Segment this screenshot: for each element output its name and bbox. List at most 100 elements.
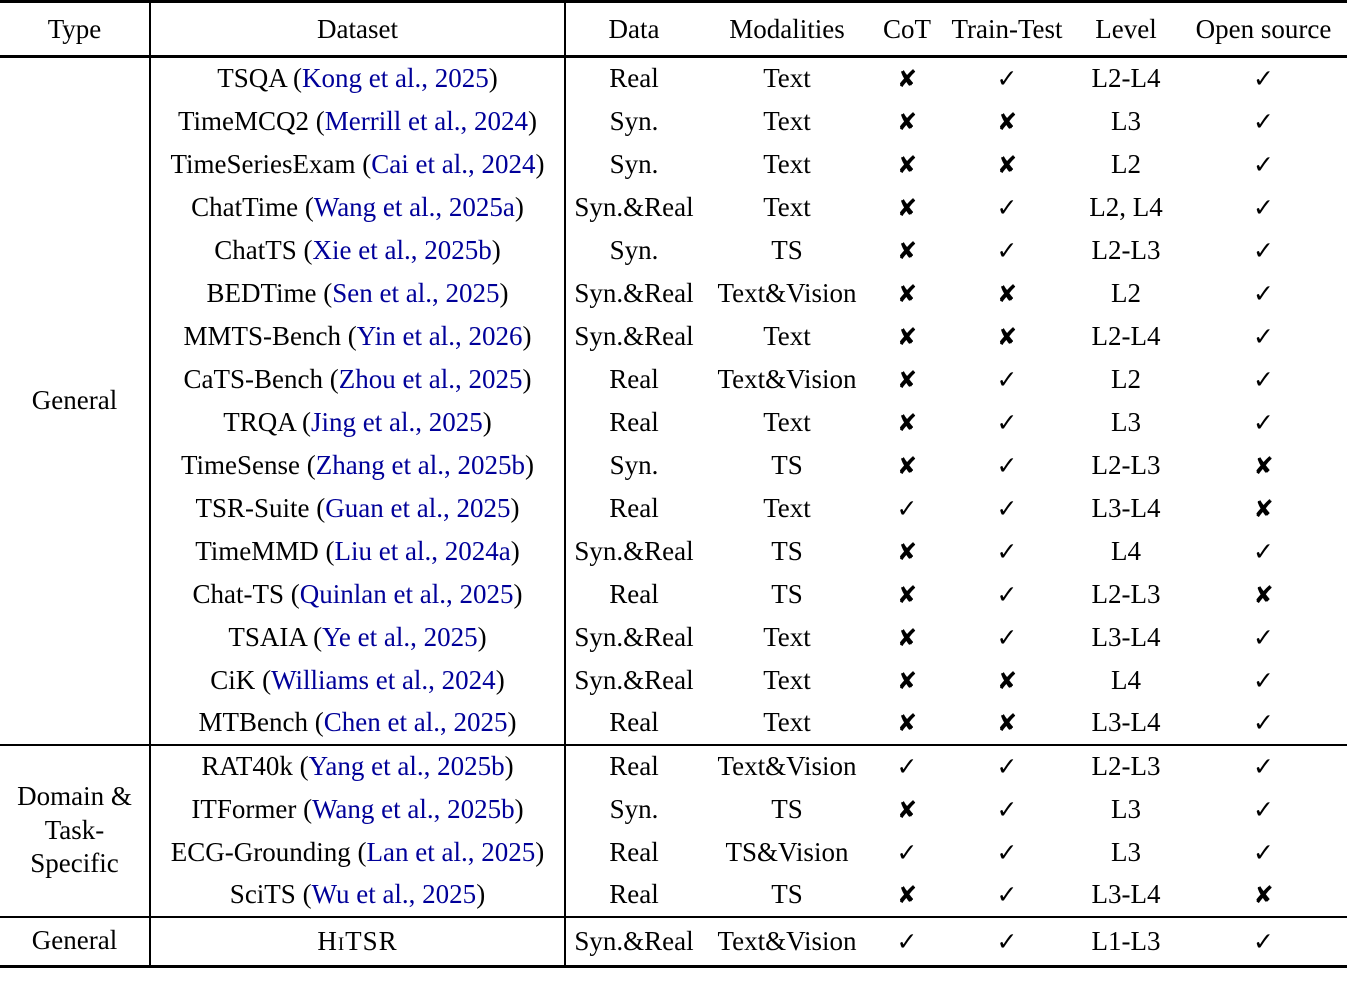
table-row: MTBench (Chen et al., 2025) Real Text ✘ ✘ L3-… xyxy=(0,701,1347,745)
citation-link[interactable]: Zhang et al., 2025b xyxy=(315,449,525,480)
table-row: TimeSense (Zhang et al., 2025b) Syn. TS ✘ ✓ L… xyxy=(0,443,1347,487)
citation-link[interactable]: Lan et al., 2025 xyxy=(366,836,536,867)
train-test-cell: ✘ xyxy=(942,272,1072,315)
modalities-cell: TS&Vision xyxy=(725,836,849,867)
cross-icon: ✘ xyxy=(996,709,1018,737)
modalities-cell: Text xyxy=(763,621,811,652)
column-header-cot: CoT xyxy=(872,1,942,58)
citation-link[interactable]: Merrill et al., 2024 xyxy=(324,105,528,136)
open-source-cell: ✓ xyxy=(1180,743,1347,788)
table-row: General TSQA (Kong et al., 2025) Real Text ✘… xyxy=(0,56,1347,745)
train-test-cell: ✓ xyxy=(942,616,1072,659)
cross-icon: ✘ xyxy=(996,666,1018,695)
citation-link[interactable]: Wang et al., 2025b xyxy=(312,793,515,824)
cot-cell: ✓ xyxy=(872,743,942,788)
cot-cell: ✓ xyxy=(872,487,942,530)
cross-icon: ✘ xyxy=(1253,881,1274,909)
citation-link[interactable]: Kong et al., 2025 xyxy=(302,63,489,94)
check-icon: ✓ xyxy=(996,450,1018,480)
level-cell: L2 xyxy=(1111,148,1141,179)
check-icon: ✓ xyxy=(996,192,1018,222)
citation-link[interactable]: Xie et al., 2025b xyxy=(312,234,492,265)
train-test-cell: ✓ xyxy=(942,487,1072,530)
table-row: TSR-Suite (Guan et al., 2025) Real Text ✓ ✓ L… xyxy=(0,486,1347,530)
cot-cell: ✘ xyxy=(872,272,942,315)
check-icon: ✓ xyxy=(996,880,1018,909)
cot-cell: ✓ xyxy=(872,831,942,874)
check-icon: ✓ xyxy=(1253,665,1274,695)
data-cell: Real xyxy=(609,63,659,94)
column-header-open-source: Open source xyxy=(1180,1,1347,58)
citation-link[interactable]: Guan et al., 2025 xyxy=(325,492,511,523)
dataset-name: TSR-Suite xyxy=(195,492,310,523)
citation-link[interactable]: Ye et al., 2025 xyxy=(322,621,478,652)
cross-icon: ✘ xyxy=(896,65,918,94)
check-icon: ✓ xyxy=(996,926,1018,956)
data-cell: Syn. xyxy=(609,234,659,265)
check-icon: ✓ xyxy=(996,64,1018,94)
dataset-cell: CaTS-Bench (Zhou et al., 2025) xyxy=(150,357,566,401)
open-source-cell: ✓ xyxy=(1180,100,1347,143)
open-source-cell: ✓ xyxy=(1180,358,1347,401)
citation-link[interactable]: Jing et al., 2025 xyxy=(311,406,483,437)
cross-icon: ✘ xyxy=(896,709,918,737)
dataset-cell: TimeSense (Zhang et al., 2025b) xyxy=(150,443,566,487)
level-cell: L3-L4 xyxy=(1091,879,1161,909)
citation-link[interactable]: Liu et al., 2024a xyxy=(334,535,511,566)
cross-icon: ✘ xyxy=(896,580,918,609)
citation-link[interactable]: Chen et al., 2025 xyxy=(323,707,508,737)
level-cell: L3-L4 xyxy=(1091,492,1161,523)
dataset-cell: CiK (Williams et al., 2024) xyxy=(150,658,566,702)
cot-cell: ✘ xyxy=(872,874,942,917)
data-cell: Syn.&Real xyxy=(574,320,694,351)
check-icon: ✓ xyxy=(896,752,918,781)
modalities-cell: Text&Vision xyxy=(717,277,857,308)
citation-link[interactable]: Cai et al., 2024 xyxy=(371,148,536,179)
cot-cell: ✘ xyxy=(872,788,942,831)
table-row: TSAIA (Ye et al., 2025) Syn.&Real Text ✘ ✓ L3… xyxy=(0,615,1347,659)
citation-link[interactable]: Yin et al., 2026 xyxy=(356,320,523,351)
citation-link[interactable]: Quinlan et al., 2025 xyxy=(299,578,514,609)
modalities-cell: Text xyxy=(763,63,811,94)
dataset-cell: TimeMCQ2 (Merrill et al., 2024) xyxy=(150,99,566,143)
data-cell: Real xyxy=(565,743,702,788)
check-icon: ✓ xyxy=(996,536,1018,566)
dataset-name: MMTS-Bench xyxy=(183,320,342,351)
check-icon: ✓ xyxy=(996,752,1018,781)
citation-link[interactable]: Sen et al., 2025 xyxy=(332,277,500,308)
dataset-name: TSAIA xyxy=(228,621,307,652)
cross-icon: ✘ xyxy=(1253,494,1274,523)
data-cell: Syn.&Real xyxy=(574,535,694,566)
modalities-cell: Text xyxy=(763,492,811,523)
dataset-cell: HiTSR xyxy=(150,915,566,967)
cot-cell: ✘ xyxy=(872,659,942,702)
train-test-cell: ✘ xyxy=(942,659,1072,702)
train-test-cell: ✓ xyxy=(942,874,1072,917)
open-source-cell: ✓ xyxy=(1180,788,1347,831)
cot-cell: ✘ xyxy=(872,702,942,745)
dataset-cell: TimeSeriesExam (Cai et al., 2024) xyxy=(150,142,566,186)
cot-cell: ✘ xyxy=(872,100,942,143)
data-cell: Syn. xyxy=(609,793,659,824)
dataset-name: TimeMCQ2 xyxy=(178,105,310,136)
citation-link[interactable]: Wu et al., 2025 xyxy=(311,879,477,909)
column-header-dataset: Dataset xyxy=(150,1,566,58)
train-test-cell: ✘ xyxy=(942,702,1072,745)
check-icon: ✓ xyxy=(1253,192,1274,222)
type-cell: Domain & Task- Specific xyxy=(0,743,151,917)
open-source-cell: ✓ xyxy=(1180,401,1347,444)
train-test-cell: ✓ xyxy=(942,743,1072,788)
citation-link[interactable]: Zhou et al., 2025 xyxy=(338,363,523,394)
train-test-cell: ✓ xyxy=(942,444,1072,487)
citation-link[interactable]: Wang et al., 2025a xyxy=(313,191,515,222)
check-icon: ✓ xyxy=(896,926,918,956)
level-cell: L2-L3 xyxy=(1091,234,1161,265)
data-cell: Syn.&Real xyxy=(574,664,694,695)
citation-link[interactable]: Williams et al., 2024 xyxy=(271,664,496,695)
modalities-cell: Text xyxy=(763,148,811,179)
cot-cell: ✓ xyxy=(872,915,942,967)
open-source-cell: ✓ xyxy=(1180,530,1347,573)
table-header: Type Dataset Data Modalities CoT Train-T… xyxy=(0,1,1347,58)
citation-link[interactable]: Yang et al., 2025b xyxy=(308,751,505,781)
table-row: TimeMCQ2 (Merrill et al., 2024) Syn. Text ✘… xyxy=(0,99,1347,143)
